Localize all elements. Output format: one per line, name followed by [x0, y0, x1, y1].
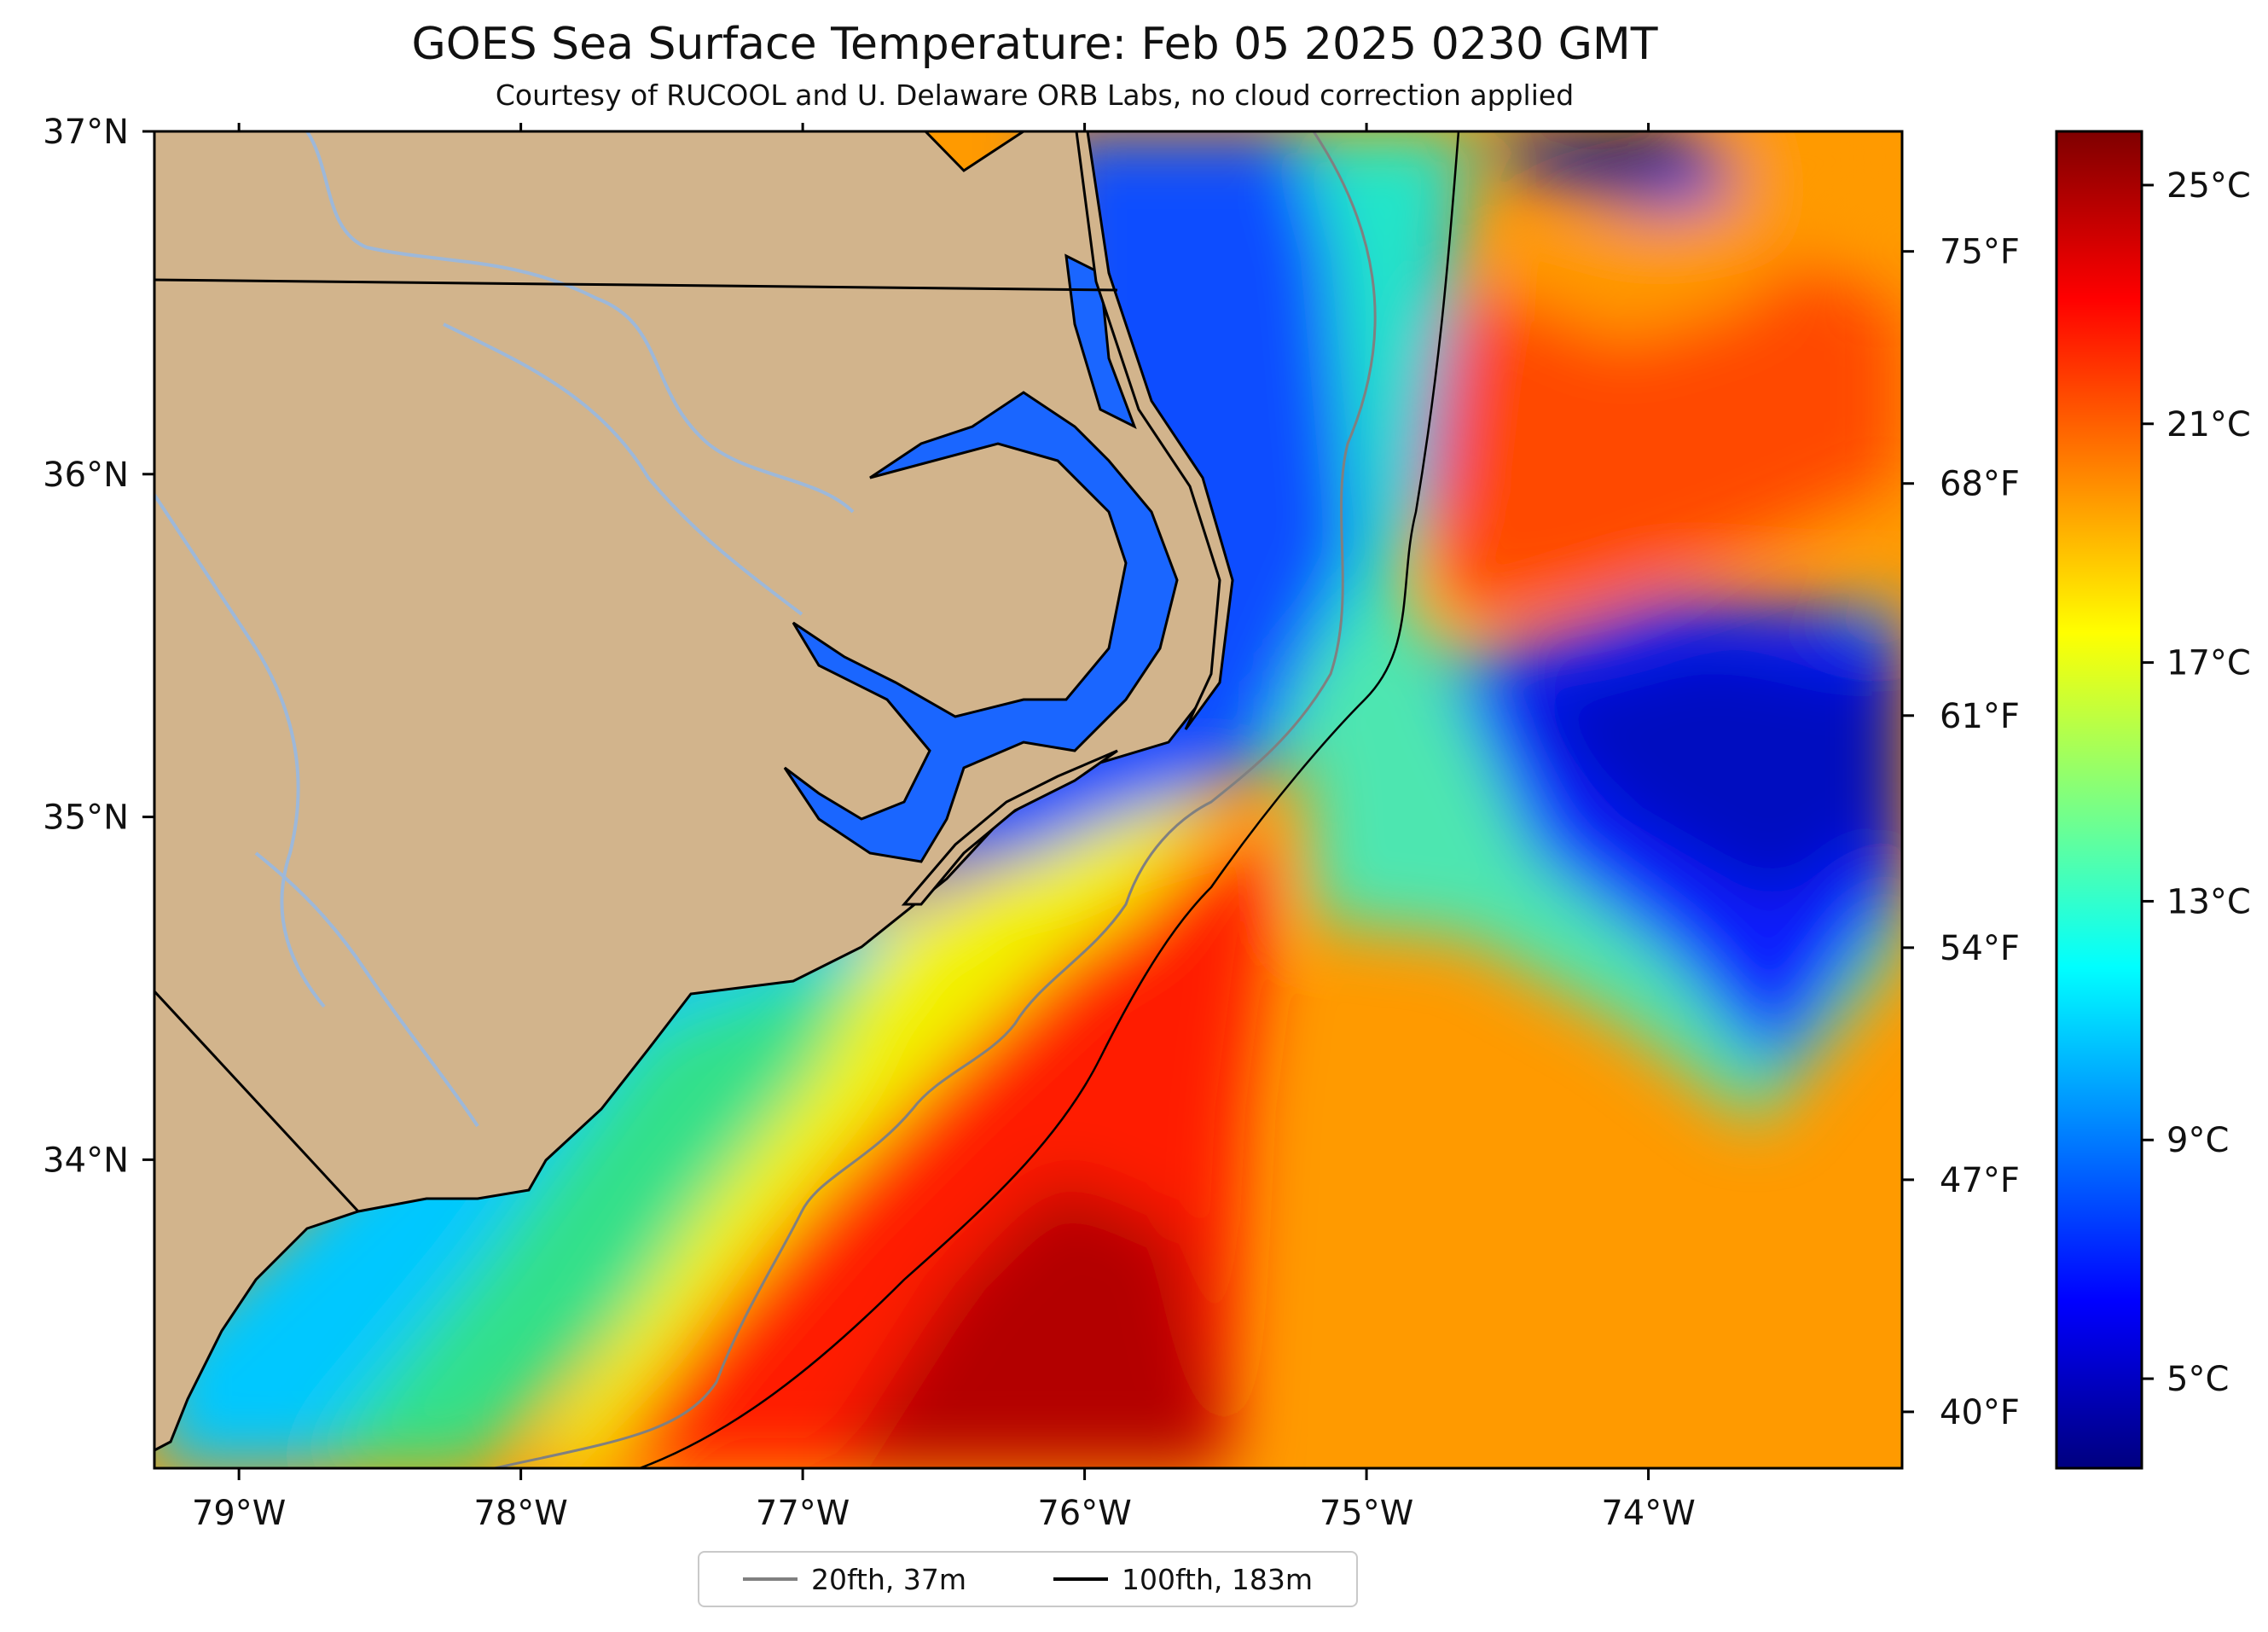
- lat-tick-label: 34°N: [43, 1141, 129, 1180]
- lon-tick-label: 78°W: [473, 1494, 567, 1533]
- legend-item-20fth: 20fth, 37m: [743, 1563, 966, 1596]
- colorbar-tick-label: 25°C: [2166, 166, 2251, 206]
- fahrenheit-tick-label: 68°F: [1940, 465, 2020, 504]
- colorbar-tick-label: 5°C: [2166, 1360, 2229, 1399]
- lat-tick-label: 36°N: [43, 456, 129, 495]
- fahrenheit-tick-label: 61°F: [1940, 697, 2020, 736]
- map-frame: [153, 130, 1904, 1470]
- legend-swatch-20fth: [743, 1577, 798, 1581]
- land-mass: [154, 131, 1234, 1452]
- fahrenheit-tick-label: 40°F: [1940, 1393, 2020, 1432]
- longitude-axis: 79°W 78°W 77°W 76°W 75°W 74°W: [192, 123, 1696, 1533]
- colorbar-tick-label: 17°C: [2166, 644, 2251, 683]
- legend-label-20fth: 20fth, 37m: [811, 1562, 966, 1596]
- lon-tick-label: 75°W: [1320, 1494, 1413, 1533]
- lon-tick-label: 79°W: [192, 1494, 286, 1533]
- lon-tick-label: 77°W: [756, 1494, 850, 1533]
- legend-label-100fth: 100fth, 183m: [1122, 1562, 1313, 1596]
- fahrenheit-tick-label: 47°F: [1940, 1161, 2020, 1200]
- colorbar-tick-label: 13°C: [2166, 882, 2251, 921]
- isobath-20fth: [494, 131, 1377, 1468]
- map-subtitle: Courtesy of RUCOOL and U. Delaware ORB L…: [495, 78, 1575, 112]
- colorbar-tick-label: 21°C: [2166, 405, 2251, 444]
- fahrenheit-tick-label: 75°F: [1940, 233, 2020, 272]
- fahrenheit-axis: 75°F 68°F 61°F 54°F 47°F 40°F: [1902, 233, 2020, 1432]
- lon-tick-label: 76°W: [1037, 1494, 1131, 1533]
- lat-tick-label: 35°N: [43, 799, 129, 838]
- latitude-axis: 37°N 36°N 35°N 34°N: [43, 113, 154, 1180]
- lat-tick-label: 37°N: [43, 113, 129, 152]
- fahrenheit-tick-label: 54°F: [1940, 929, 2020, 968]
- colorbar: [2055, 130, 2143, 1470]
- legend-item-100fth: 100fth, 183m: [1053, 1563, 1313, 1596]
- legend: 20fth, 37m 100fth, 183m: [698, 1551, 1358, 1607]
- colorbar-tick-label: 9°C: [2166, 1121, 2229, 1160]
- isobath-100fth: [639, 131, 1460, 1468]
- legend-swatch-100fth: [1053, 1577, 1108, 1581]
- map-title: GOES Sea Surface Temperature: Feb 05 202…: [411, 19, 1658, 70]
- colorbar-labels: 25°C 21°C 17°C 13°C 9°C 5°C: [2142, 166, 2251, 1399]
- lon-tick-label: 74°W: [1601, 1494, 1695, 1533]
